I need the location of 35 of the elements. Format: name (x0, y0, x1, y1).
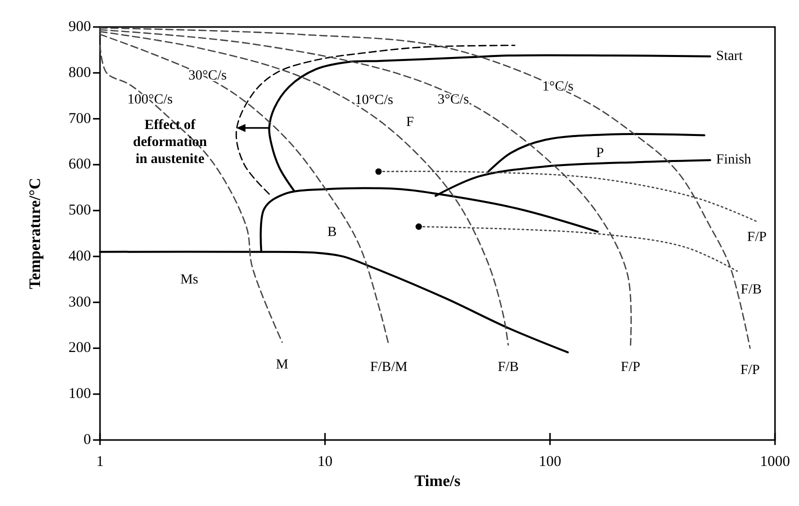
x-tick-label: 1 (96, 454, 104, 470)
annotation: F/P (620, 360, 640, 375)
annotation: F/B/M (370, 360, 408, 375)
series-label: 10°C/s (354, 92, 394, 108)
annotation: Effect of deformation in austenite (133, 118, 208, 166)
series-label: F/P (747, 230, 767, 246)
series-label: Start (716, 48, 743, 64)
y-tick-label: 700 (68, 110, 91, 127)
y-tick-label: 0 (84, 432, 91, 448)
annotation: F/B (498, 360, 519, 375)
x-tick-label: 1000 (760, 454, 790, 470)
annotation: P (596, 146, 604, 160)
y-tick-label: 600 (68, 156, 91, 173)
y-tick-label: 800 (68, 64, 91, 81)
annotation: M (276, 356, 289, 372)
annotation: B (327, 224, 337, 240)
y-tick-label: 100 (68, 386, 91, 402)
series-label: Finish (716, 152, 752, 168)
series-label: 1°C/s (542, 80, 574, 95)
series-label: 100°C/s (127, 92, 173, 108)
y-tick-label: 500 (68, 202, 91, 219)
y-tick-label: 900 (68, 19, 91, 35)
y-tick-label: 200 (68, 340, 91, 356)
x-tick-label: 10 (318, 454, 332, 470)
annotation: F/P (740, 362, 760, 378)
x-axis-title: Time/s (414, 473, 460, 490)
x-tick-label: 100 (538, 454, 562, 470)
series-label: Ms (180, 272, 198, 288)
y-axis-title: Temperature/°C (27, 178, 44, 290)
y-tick-label: 400 (68, 248, 91, 264)
series-label: F/B (740, 282, 762, 298)
series-label: 30°C/s (188, 68, 227, 84)
y-tick-label: 300 (68, 294, 91, 310)
annotation: F (406, 114, 414, 130)
series-label: 3°C/s (438, 92, 469, 108)
